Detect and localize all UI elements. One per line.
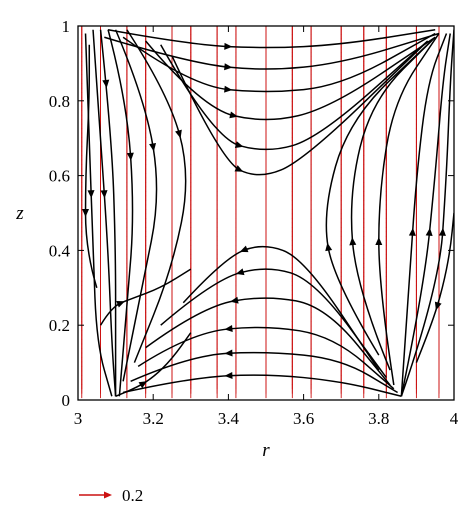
y-tick-label: 0.8 bbox=[49, 92, 70, 111]
streamline bbox=[325, 40, 432, 356]
y-tick-label: 0 bbox=[62, 391, 71, 410]
x-tick-label: 3.8 bbox=[368, 409, 389, 428]
streamline-arrowhead bbox=[425, 227, 433, 237]
streamline bbox=[378, 33, 440, 386]
streamline bbox=[104, 32, 440, 70]
x-tick-label: 3.4 bbox=[218, 409, 240, 428]
streamline bbox=[400, 33, 448, 397]
streamline-arrowhead bbox=[224, 371, 233, 379]
streamline bbox=[92, 29, 117, 397]
streamline-arrowhead bbox=[438, 227, 446, 236]
streamline bbox=[107, 28, 436, 49]
streamline-arrowhead bbox=[224, 85, 233, 93]
streamline-arrowhead bbox=[408, 227, 416, 236]
streamline-arrowhead bbox=[87, 190, 95, 199]
streamline-arrowhead bbox=[325, 242, 333, 252]
streamline-arrowhead bbox=[175, 129, 182, 139]
streamline bbox=[182, 245, 380, 371]
x-tick-label: 3.6 bbox=[293, 409, 314, 428]
streamline bbox=[145, 297, 391, 386]
streamline bbox=[137, 326, 395, 390]
streamline bbox=[400, 33, 451, 397]
streamline-arrowhead bbox=[100, 190, 108, 199]
streamline bbox=[99, 268, 192, 326]
streamline-arrowhead bbox=[82, 209, 90, 217]
x-tick-label: 4 bbox=[450, 409, 459, 428]
y-tick-label: 0.2 bbox=[49, 316, 70, 335]
streamline bbox=[107, 29, 134, 397]
streamline bbox=[114, 29, 158, 382]
streamline-arrowhead bbox=[434, 301, 442, 311]
y-axis-title: z bbox=[15, 203, 24, 224]
streamline-arrowhead bbox=[239, 245, 249, 253]
streamline bbox=[171, 44, 425, 176]
streamline-arrowhead bbox=[138, 381, 148, 389]
x-axis-ticks: 3 3.2 3.4 3.6 3.8 4 bbox=[74, 26, 459, 428]
streamline-arrowhead bbox=[375, 237, 383, 246]
streamlines bbox=[82, 28, 454, 397]
streamline bbox=[160, 268, 387, 379]
streamline-arrowhead bbox=[234, 165, 244, 172]
streamline bbox=[126, 29, 187, 363]
streamline-arrowhead bbox=[224, 349, 233, 357]
y-axis-ticks: 0 0.2 0.4 0.6 0.8 1 bbox=[49, 17, 454, 410]
streamline bbox=[350, 36, 436, 371]
streamline bbox=[400, 29, 454, 397]
streamline-arrowhead bbox=[229, 111, 238, 119]
legend: 0.2 bbox=[79, 486, 143, 505]
streamline bbox=[415, 212, 454, 363]
streamline bbox=[145, 36, 436, 121]
streamline-arrowhead bbox=[149, 143, 157, 152]
plot-frame bbox=[77, 25, 455, 401]
streamline bbox=[160, 40, 429, 151]
y-tick-label: 1 bbox=[62, 17, 71, 36]
streamline-arrowhead bbox=[235, 268, 245, 276]
x-tick-label: 3.2 bbox=[143, 409, 164, 428]
streamline bbox=[122, 374, 402, 397]
streamline bbox=[130, 351, 398, 394]
legend-arrow-head bbox=[104, 491, 112, 499]
x-tick-label: 3 bbox=[74, 409, 83, 428]
streamline-arrowhead bbox=[224, 63, 233, 71]
streamline bbox=[115, 332, 192, 397]
streamline-arrowhead bbox=[234, 141, 244, 148]
streamline bbox=[84, 44, 98, 289]
streamline-arrowhead bbox=[224, 325, 233, 333]
y-tick-label: 0.6 bbox=[49, 167, 70, 186]
streamline-arrowhead bbox=[102, 79, 110, 88]
legend-reference-label: 0.2 bbox=[122, 486, 143, 505]
x-axis-title: r bbox=[262, 440, 270, 461]
streamline-arrowhead bbox=[116, 300, 125, 308]
y-tick-label: 0.4 bbox=[49, 241, 71, 260]
streamline-arrowhead bbox=[230, 296, 239, 304]
streamline-arrowhead bbox=[349, 237, 357, 246]
streamline-arrowhead bbox=[126, 152, 134, 161]
velocity-vectors bbox=[81, 26, 440, 399]
streamline bbox=[99, 29, 117, 397]
streamline-arrowhead bbox=[224, 42, 233, 50]
